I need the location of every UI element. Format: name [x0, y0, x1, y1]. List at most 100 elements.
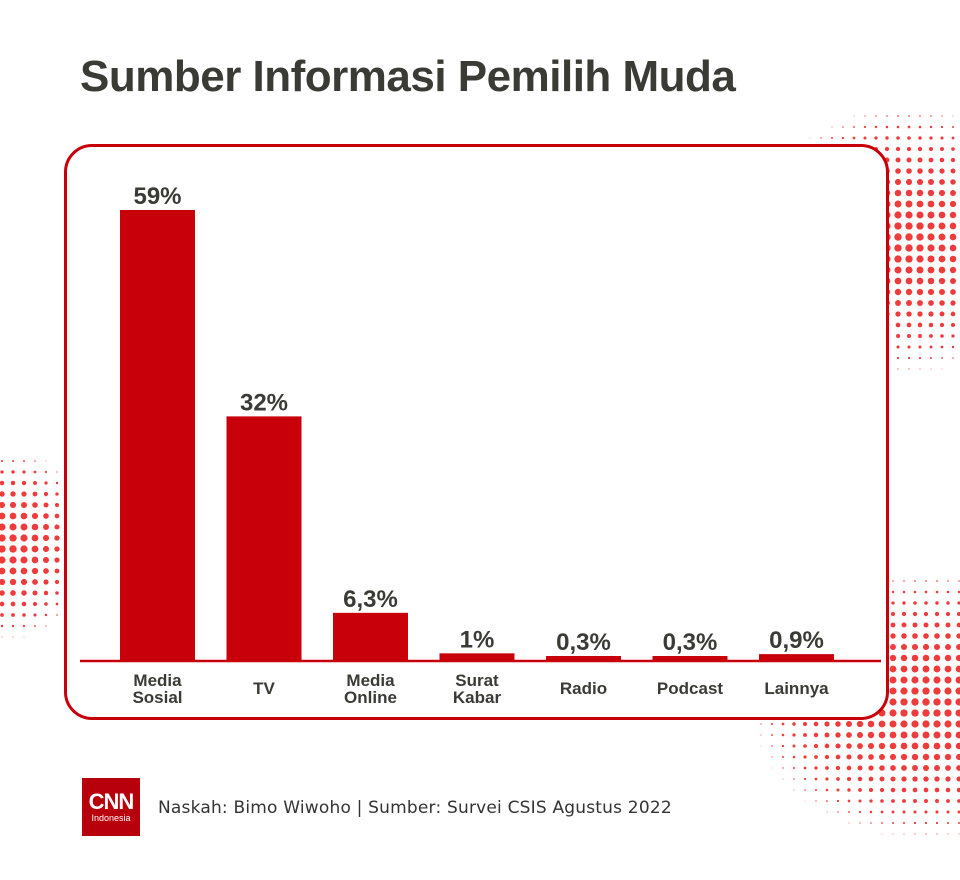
halftone-dot [934, 765, 940, 771]
halftone-dot [858, 810, 862, 814]
halftone-dot [782, 767, 784, 769]
halftone-dot [9, 545, 17, 553]
halftone-dot [901, 776, 907, 782]
halftone-dot [11, 624, 15, 628]
halftone-dot [895, 300, 901, 306]
halftone-dot [911, 643, 919, 651]
halftone-dot [878, 731, 886, 739]
halftone-dot [890, 633, 896, 639]
halftone-dot [824, 721, 830, 727]
halftone-dot [927, 211, 935, 219]
halftone-dot [935, 810, 939, 814]
halftone-dot [0, 523, 6, 531]
halftone-dot [938, 200, 946, 208]
halftone-dot [934, 611, 940, 617]
halftone-dot [0, 459, 4, 463]
halftone-dot [896, 136, 900, 140]
halftone-dot [955, 709, 960, 717]
halftone-dot [928, 168, 934, 174]
halftone-dot [11, 470, 15, 474]
category-label: Sosial [132, 688, 182, 707]
halftone-dot [935, 821, 939, 825]
halftone-dot [43, 590, 49, 596]
halftone-dot [890, 622, 896, 628]
halftone-dot [923, 611, 929, 617]
halftone-dot [847, 788, 851, 792]
halftone-dot [905, 266, 913, 274]
halftone-dot [793, 789, 795, 791]
halftone-dot [918, 356, 922, 360]
halftone-dot [936, 580, 938, 582]
halftone-dot [54, 579, 60, 585]
halftone-dot [939, 157, 945, 163]
data-label: 6,3% [343, 586, 398, 613]
halftone-dot [857, 754, 863, 760]
halftone-dot [825, 788, 829, 792]
halftone-dot [933, 665, 941, 673]
halftone-dot [905, 189, 913, 197]
halftone-dot [911, 753, 919, 761]
halftone-dot [42, 556, 50, 564]
halftone-dot [34, 625, 36, 627]
halftone-dot [891, 601, 895, 605]
halftone-dot [923, 633, 929, 639]
halftone-dot [889, 709, 897, 717]
halftone-dot [43, 579, 49, 585]
halftone-dot [902, 821, 906, 825]
halftone-dot [911, 742, 919, 750]
halftone-dot [927, 189, 935, 197]
halftone-dot [9, 567, 17, 575]
halftone-dot [889, 676, 897, 684]
halftone-dot [43, 502, 49, 508]
halftone-dot [952, 357, 954, 359]
halftone-dot [889, 742, 897, 750]
halftone-dot [913, 821, 917, 825]
halftone-dot [908, 368, 910, 370]
halftone-dot [951, 147, 955, 151]
halftone-dot [900, 687, 908, 695]
halftone-dot [914, 580, 916, 582]
halftone-dot [903, 833, 905, 835]
halftone-dot [814, 777, 818, 781]
halftone-dot [55, 492, 59, 496]
halftone-dot [781, 722, 785, 726]
halftone-dot [955, 698, 960, 706]
halftone-dot [902, 601, 906, 605]
halftone-dot [913, 799, 917, 803]
halftone-dot [782, 778, 784, 780]
halftone-dot [923, 622, 929, 628]
halftone-dot [895, 146, 901, 152]
halftone-dot [905, 233, 913, 241]
halftone-dot [885, 125, 889, 129]
halftone-dot [814, 788, 818, 792]
halftone-dot [938, 255, 946, 263]
halftone-dot [934, 776, 940, 782]
halftone-dot [933, 687, 941, 695]
bar [439, 653, 515, 661]
halftone-dot [809, 137, 811, 139]
halftone-dot [896, 334, 900, 338]
halftone-dot [782, 756, 784, 758]
halftone-dot [945, 776, 951, 782]
halftone-dot [44, 613, 48, 617]
halftone-dot [32, 502, 38, 508]
halftone-dot [950, 168, 956, 174]
halftone-dot [934, 787, 940, 793]
halftone-dot [916, 255, 924, 263]
halftone-dot [944, 709, 952, 717]
halftone-dot [922, 709, 930, 717]
halftone-dot [906, 311, 912, 317]
halftone-dot [922, 643, 930, 651]
halftone-dot [956, 611, 960, 617]
halftone-dot [946, 799, 950, 803]
halftone-dot [792, 755, 796, 759]
halftone-dot [918, 345, 922, 349]
halftone-dot [901, 633, 907, 639]
halftone-dot [874, 125, 878, 129]
halftone-dot [825, 777, 829, 781]
halftone-dot [859, 822, 861, 824]
halftone-dot [944, 720, 952, 728]
halftone-dot [881, 822, 883, 824]
halftone-dot [895, 157, 901, 163]
halftone-dot [31, 556, 39, 564]
